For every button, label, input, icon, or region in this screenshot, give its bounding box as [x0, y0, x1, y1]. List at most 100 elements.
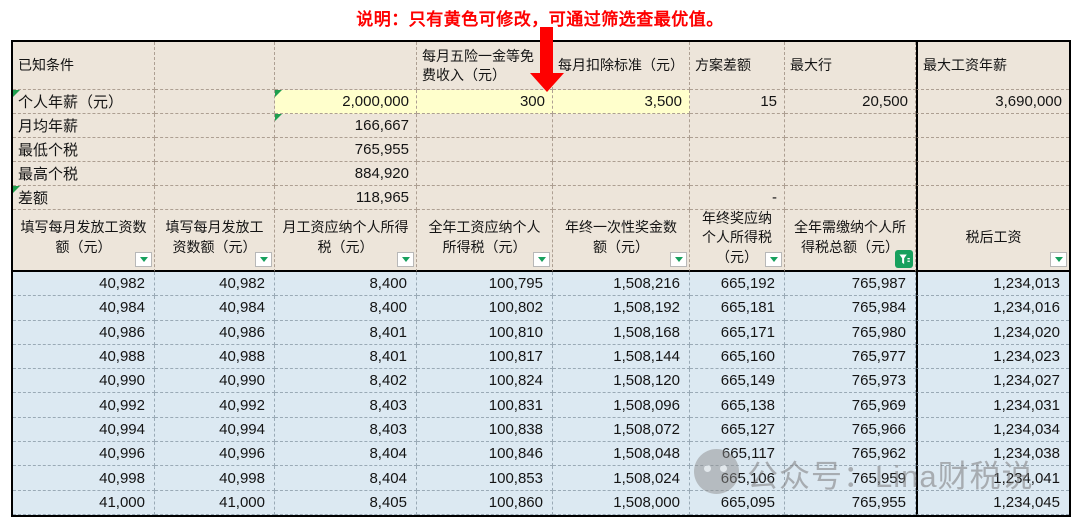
known-row-extra[interactable] — [916, 186, 1069, 210]
known-row-value[interactable]: 884,920 — [275, 162, 417, 186]
data-cell[interactable]: 1,508,216 — [553, 272, 690, 297]
known-row-extra[interactable] — [417, 114, 553, 138]
data-cell[interactable]: 40,990 — [155, 369, 275, 394]
data-cell[interactable]: 1,508,120 — [553, 369, 690, 394]
data-cell[interactable]: 100,817 — [417, 344, 553, 370]
data-cell[interactable]: 1,234,020 — [916, 320, 1069, 345]
data-cell[interactable]: 40,986 — [155, 320, 275, 345]
data-cell[interactable]: 100,860 — [417, 490, 553, 515]
data-cell[interactable]: 665,160 — [690, 344, 785, 370]
known-row-label[interactable]: 差额 — [13, 186, 155, 210]
data-cell[interactable]: 665,117 — [690, 442, 785, 467]
known-row-label[interactable]: 最高个税 — [13, 162, 155, 186]
data-cell[interactable]: 40,996 — [155, 442, 275, 467]
data-cell[interactable]: 1,508,144 — [553, 344, 690, 370]
known-row-extra[interactable] — [553, 138, 690, 162]
data-cell[interactable]: 40,982 — [155, 272, 275, 297]
data-cell[interactable]: 665,149 — [690, 369, 785, 394]
data-cell[interactable]: 1,234,013 — [916, 272, 1069, 297]
known-row-value[interactable]: 2,000,000 — [275, 90, 417, 114]
known-row-extra[interactable] — [785, 114, 916, 138]
data-cell[interactable]: 765,966 — [785, 417, 916, 443]
known-row-extra[interactable] — [417, 138, 553, 162]
filter-dropdown-button[interactable] — [135, 252, 152, 267]
known-row-label[interactable]: 最低个税 — [13, 138, 155, 162]
data-cell[interactable]: 765,955 — [785, 490, 916, 515]
data-cell[interactable]: 41,000 — [155, 490, 275, 515]
data-cell[interactable]: 665,192 — [690, 272, 785, 297]
data-cell[interactable]: 8,404 — [275, 442, 417, 467]
known-row-extra[interactable] — [916, 114, 1069, 138]
data-cell[interactable]: 665,181 — [690, 296, 785, 321]
data-cell[interactable]: 1,508,096 — [553, 393, 690, 418]
data-cell[interactable]: 40,984 — [155, 296, 275, 321]
known-row-value[interactable]: 765,955 — [275, 138, 417, 162]
data-cell[interactable]: 40,996 — [13, 442, 155, 467]
data-cell[interactable]: 40,986 — [13, 320, 155, 345]
known-row-value[interactable]: 166,667 — [275, 114, 417, 138]
known-row-extra[interactable]: 20,500 — [785, 90, 916, 114]
data-cell[interactable]: 765,987 — [785, 272, 916, 297]
data-cell[interactable]: 8,401 — [275, 320, 417, 345]
data-cell[interactable]: 1,234,016 — [916, 296, 1069, 321]
data-cell[interactable]: 1,508,048 — [553, 442, 690, 467]
data-cell[interactable]: 40,992 — [13, 393, 155, 418]
data-cell[interactable]: 1,234,038 — [916, 442, 1069, 467]
known-row-extra[interactable] — [785, 138, 916, 162]
data-cell[interactable]: 40,994 — [13, 417, 155, 443]
known-empty-cell[interactable] — [155, 42, 275, 90]
column-filter-header[interactable]: 税后工资 — [916, 210, 1069, 272]
data-cell[interactable]: 1,234,027 — [916, 369, 1069, 394]
data-cell[interactable]: 8,404 — [275, 466, 417, 491]
column-filter-header[interactable]: 填写每月发放工资数额（元） — [155, 210, 275, 272]
data-cell[interactable]: 1,234,041 — [916, 466, 1069, 491]
data-cell[interactable]: 765,959 — [785, 466, 916, 491]
filter-dropdown-button[interactable] — [765, 252, 782, 267]
data-cell[interactable]: 100,795 — [417, 272, 553, 297]
data-cell[interactable]: 40,998 — [155, 466, 275, 491]
known-row-extra[interactable] — [785, 162, 916, 186]
known-empty-cell[interactable] — [155, 138, 275, 162]
data-cell[interactable]: 765,984 — [785, 296, 916, 321]
filter-applied-button[interactable] — [895, 250, 913, 268]
data-cell[interactable]: 40,994 — [155, 417, 275, 443]
known-row-extra[interactable] — [785, 186, 916, 210]
data-cell[interactable]: 40,988 — [155, 344, 275, 370]
known-row-extra[interactable] — [690, 162, 785, 186]
known-empty-cell[interactable] — [275, 42, 417, 90]
known-empty-cell[interactable] — [155, 90, 275, 114]
data-cell[interactable]: 1,508,192 — [553, 296, 690, 321]
known-row-value[interactable]: 118,965 — [275, 186, 417, 210]
known-row-extra[interactable] — [690, 114, 785, 138]
data-cell[interactable]: 40,992 — [155, 393, 275, 418]
data-cell[interactable]: 1,508,072 — [553, 417, 690, 443]
data-cell[interactable]: 765,969 — [785, 393, 916, 418]
data-cell[interactable]: 40,982 — [13, 272, 155, 297]
known-row-extra[interactable] — [553, 186, 690, 210]
known-col-header[interactable]: 每月扣除标准（元） — [553, 42, 690, 90]
known-row-extra[interactable]: 300 — [417, 90, 553, 114]
column-filter-header[interactable]: 年终一次性奖金数额（元） — [553, 210, 690, 272]
data-cell[interactable]: 8,400 — [275, 272, 417, 297]
known-col-header[interactable]: 方案差额 — [690, 42, 785, 90]
data-cell[interactable]: 1,234,031 — [916, 393, 1069, 418]
known-row-extra[interactable] — [916, 138, 1069, 162]
known-row-extra[interactable] — [916, 162, 1069, 186]
known-row-extra[interactable]: 3,690,000 — [916, 90, 1069, 114]
column-filter-header[interactable]: 全年需缴纳个人所得税总额（元） — [785, 210, 916, 272]
data-cell[interactable]: 665,138 — [690, 393, 785, 418]
filter-dropdown-button[interactable] — [1050, 252, 1067, 267]
filter-dropdown-button[interactable] — [670, 252, 687, 267]
data-cell[interactable]: 8,403 — [275, 417, 417, 443]
data-cell[interactable]: 100,853 — [417, 466, 553, 491]
known-col-header[interactable]: 最大工资年薪 — [916, 42, 1069, 90]
data-cell[interactable]: 665,106 — [690, 466, 785, 491]
known-row-extra[interactable]: - — [690, 186, 785, 210]
data-cell[interactable]: 1,234,023 — [916, 344, 1069, 370]
column-filter-header[interactable]: 月工资应纳个人所得税（元） — [275, 210, 417, 272]
data-cell[interactable]: 100,802 — [417, 296, 553, 321]
filter-dropdown-button[interactable] — [533, 252, 550, 267]
data-cell[interactable]: 100,838 — [417, 417, 553, 443]
data-cell[interactable]: 765,973 — [785, 369, 916, 394]
data-cell[interactable]: 665,127 — [690, 417, 785, 443]
